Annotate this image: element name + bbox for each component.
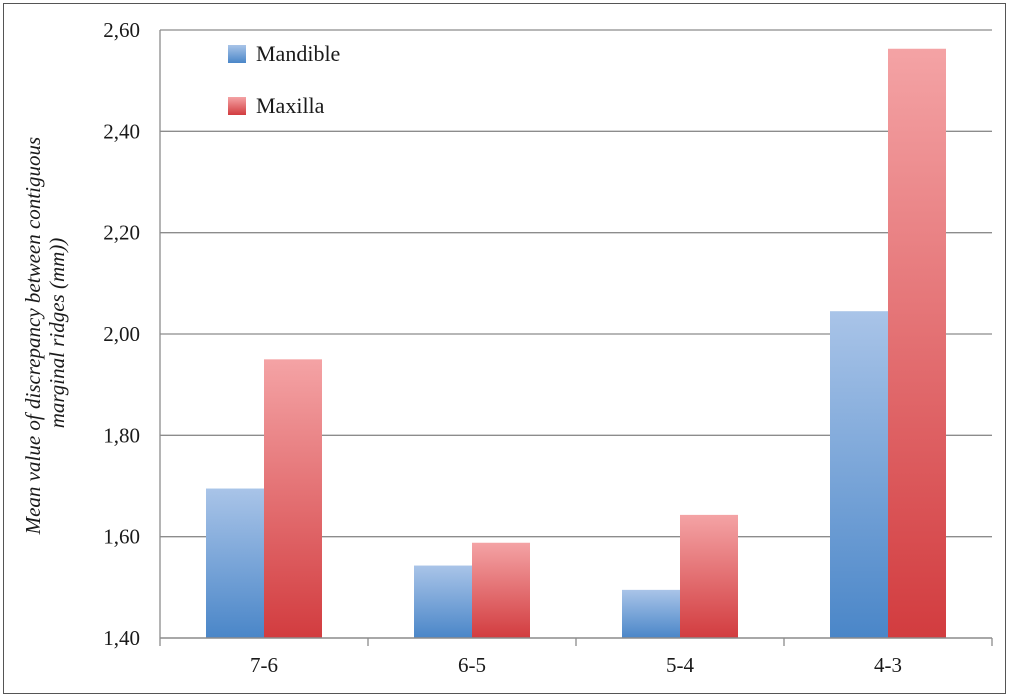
y-tick-label: 2,60	[103, 18, 140, 42]
y-axis-label-line2: marginal ridges (mm))	[45, 238, 69, 429]
x-tick-label: 7-6	[250, 653, 278, 677]
bar-mandible-6-5	[414, 565, 472, 638]
x-tick-label: 6-5	[458, 653, 486, 677]
legend-label-mandible: Mandible	[256, 41, 340, 66]
y-axis-label-line1: Mean value of discrepancy between contig…	[21, 137, 45, 536]
legend-swatch-maxilla	[228, 97, 246, 115]
bar-maxilla-7-6	[264, 359, 322, 638]
y-axis-label: Mean value of discrepancy between contig…	[21, 132, 69, 536]
bar-mandible-5-4	[622, 589, 680, 638]
bar-maxilla-6-5	[472, 542, 530, 638]
bar-mandible-7-6	[206, 488, 264, 638]
y-tick-label: 2,40	[103, 119, 140, 143]
y-tick-labels: 1,40 1,60 1,80 2,00 2,20 2,40 2,60	[103, 18, 140, 650]
bars	[206, 48, 946, 639]
y-tick-label: 1,80	[103, 423, 140, 447]
y-tick-label: 2,20	[103, 221, 140, 245]
legend: Mandible Maxilla	[228, 41, 340, 118]
y-tick-label: 2,00	[103, 322, 140, 346]
x-tick-label: 5-4	[666, 653, 694, 677]
y-tick-label: 1,60	[103, 525, 140, 549]
y-tick-label: 1,40	[103, 626, 140, 650]
axes	[159, 30, 993, 646]
x-tick-labels: 7-6 6-5 5-4 4-3	[250, 653, 902, 677]
x-tick-label: 4-3	[874, 653, 902, 677]
legend-swatch-mandible	[228, 45, 246, 63]
bar-mandible-4-3	[830, 311, 888, 638]
legend-label-maxilla: Maxilla	[256, 93, 325, 118]
bar-maxilla-5-4	[680, 514, 738, 638]
bar-maxilla-4-3	[888, 48, 946, 639]
